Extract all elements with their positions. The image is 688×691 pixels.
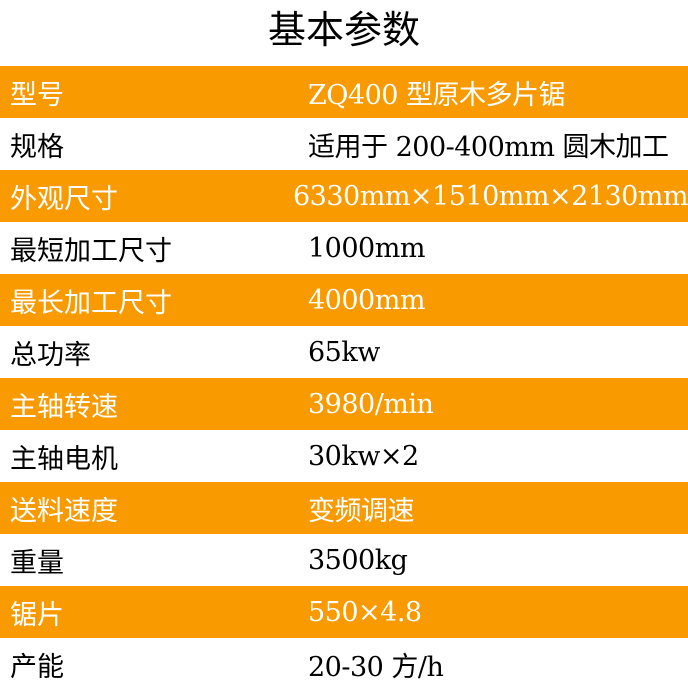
table-row: 总功率 65kw (0, 326, 688, 378)
param-label: 重量 (10, 547, 64, 579)
table-row: 主轴电机 30kw×2 (0, 430, 688, 482)
param-value: 30kw×2 (308, 440, 419, 472)
param-value: ZQ400 型原木多片锯 (308, 79, 566, 111)
table-row: 主轴转速 3980/min (0, 378, 688, 430)
table-row: 规格 适用于 200-400mm 圆木加工 (0, 118, 688, 170)
param-value: 3500kg (308, 544, 408, 576)
table-row: 产能 20-30 方/h (0, 638, 688, 690)
param-value: 20-30 方/h (308, 651, 444, 683)
table-row: 外观尺寸 6330mm×1510mm×2130mm (0, 170, 688, 222)
param-label: 外观尺寸 (10, 183, 118, 215)
param-label: 最长加工尺寸 (10, 287, 172, 319)
param-label: 产能 (10, 651, 64, 683)
param-label: 总功率 (10, 339, 91, 371)
page-title: 基本参数 (267, 8, 420, 52)
table-row: 重量 3500kg (0, 534, 688, 586)
param-value: 适用于 200-400mm 圆木加工 (308, 131, 669, 163)
table-row: 最短加工尺寸 1000mm (0, 222, 688, 274)
param-label: 锯片 (10, 599, 64, 631)
param-label: 主轴电机 (10, 443, 118, 475)
param-label: 主轴转速 (10, 391, 118, 423)
param-label: 送料速度 (10, 495, 118, 527)
table-row: 送料速度 变频调速 (0, 482, 688, 534)
param-label: 最短加工尺寸 (10, 235, 172, 267)
param-value: 1000mm (308, 232, 425, 264)
param-value: 变频调速 (308, 495, 415, 527)
param-value: 550×4.8 (308, 596, 422, 628)
table-row: 型号 ZQ400 型原木多片锯 (0, 66, 688, 118)
table-row: 锯片 550×4.8 (0, 586, 688, 638)
param-value: 3980/min (308, 388, 434, 420)
param-label: 型号 (10, 79, 64, 111)
table-row: 最长加工尺寸 4000mm (0, 274, 688, 326)
param-value: 4000mm (308, 284, 425, 316)
param-label: 规格 (10, 131, 64, 163)
param-value: 65kw (308, 336, 380, 368)
param-value: 6330mm×1510mm×2130mm (293, 180, 688, 212)
parameter-table: 型号 ZQ400 型原木多片锯规格 适用于 200-400mm 圆木加工外观尺寸 63… (0, 66, 688, 690)
